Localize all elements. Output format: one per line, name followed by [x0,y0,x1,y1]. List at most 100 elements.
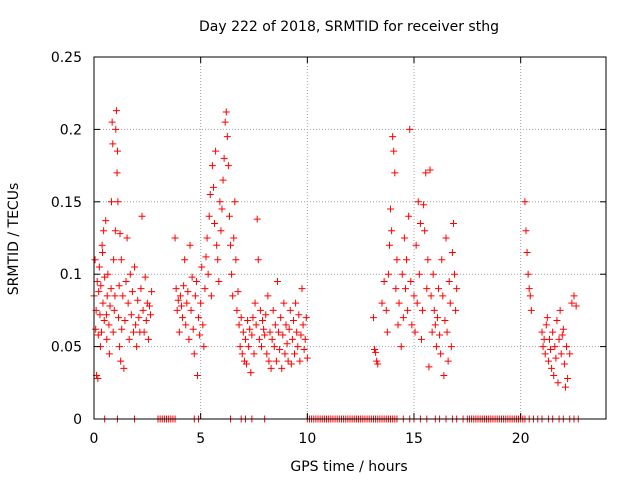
data-point [560,360,568,368]
data-point [553,317,561,325]
data-point [438,256,446,264]
data-point [100,317,108,325]
data-point [446,299,454,307]
data-point [393,256,401,264]
data-point [436,331,444,339]
data-point [440,372,448,380]
data-point [397,343,405,351]
data-point [268,335,276,343]
data-point [108,118,116,126]
data-point [179,314,187,322]
data-point [297,331,305,339]
data-point [117,256,125,264]
data-point [401,285,409,293]
data-point [405,212,413,220]
data-point [522,227,530,235]
data-point [200,343,208,351]
data-point [271,321,279,329]
y-tick-label: 0.15 [51,195,82,211]
data-point [231,198,239,206]
data-point [119,292,127,300]
data-point [217,227,225,235]
data-point [547,345,555,353]
data-point [212,147,220,155]
data-point [244,317,252,325]
data-point [447,343,455,351]
data-point [103,292,111,300]
x-tick-label: 0 [90,431,99,447]
data-point [204,270,212,278]
data-point [545,335,553,343]
data-point [380,277,388,285]
data-point [191,292,199,300]
data-point [125,335,133,343]
data-point [221,118,229,126]
data-point [404,306,412,314]
data-point [247,369,255,377]
data-point [548,364,556,372]
x-tick-label: 5 [196,431,205,447]
data-point [201,285,209,293]
data-point [293,328,301,336]
data-point [251,299,259,307]
data-point [98,241,106,249]
data-point [109,140,117,148]
data-point [407,277,415,285]
y-tick-label: 0.25 [51,50,82,66]
data-point [241,335,249,343]
data-point [273,277,281,285]
data-point [429,270,437,278]
data-point [111,227,119,235]
data-point [107,198,115,206]
data-point [551,343,559,351]
data-point [451,270,459,278]
data-point [422,169,430,177]
data-point [449,220,457,228]
data-point [400,234,408,242]
data-point [193,372,201,380]
data-point [428,328,436,336]
data-point [94,331,102,339]
data-point [207,292,215,300]
data-point [270,343,278,351]
data-point [563,343,571,351]
data-point [257,343,265,351]
data-point [112,107,120,115]
data-point [223,133,231,141]
data-point [295,311,303,319]
data-point [411,328,419,336]
data-point [443,328,451,336]
data-point [254,256,262,264]
data-point [275,328,283,336]
data-point [128,288,136,296]
data-point [106,302,114,310]
data-series-srmtid [90,107,582,423]
data-point [116,343,124,351]
data-point [181,256,189,264]
data-point [196,331,204,339]
data-point [414,198,422,206]
data-point [291,350,299,358]
data-point [117,357,125,365]
data-point [406,125,414,133]
data-point [388,227,396,235]
data-point [103,335,111,343]
data-point [284,357,292,365]
data-point [442,234,450,242]
data-point [140,328,148,336]
data-point [220,154,228,162]
data-point [444,357,452,365]
data-point [435,285,443,293]
data-point [115,314,123,322]
data-point [441,317,449,325]
data-point [413,299,421,307]
data-point [203,234,211,242]
data-point [277,314,285,322]
data-point [182,321,190,329]
data-point [557,350,565,358]
data-point [195,314,203,322]
data-point [188,273,196,281]
data-point [111,292,119,300]
data-point [300,345,308,353]
